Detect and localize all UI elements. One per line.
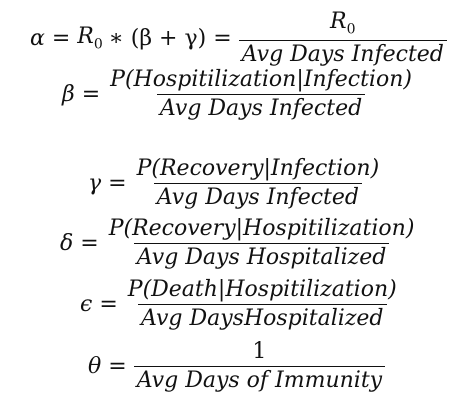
delta-denominator: Avg Days Hospitalized <box>133 243 390 270</box>
equals-sign: = <box>99 292 118 318</box>
equals-sign: = <box>80 231 99 257</box>
gamma-symbol: γ <box>88 171 102 197</box>
equals-sign: = <box>108 171 127 197</box>
equation-gamma: γ = P(Recovery|Infection) Avg Days Infec… <box>88 156 383 210</box>
equation-beta: β = P(Hospitilization|Infection) Avg Day… <box>62 67 415 121</box>
theta-denominator: Avg Days of Immunity <box>133 366 386 393</box>
alpha-expression-rest: ∗ (β + γ) <box>108 25 207 51</box>
equals-sign: = <box>108 354 127 380</box>
gamma-denominator: Avg Days Infected <box>153 183 362 210</box>
epsilon-numerator: P(Death|Hospitilization) <box>127 277 397 302</box>
equals-sign: = <box>51 25 71 51</box>
r-symbol: R <box>330 9 347 34</box>
delta-symbol: δ <box>60 231 74 257</box>
epsilon-symbol: ϵ <box>80 292 93 318</box>
epsilon-fraction: P(Death|Hospitilization) Avg DaysHospita… <box>125 277 400 331</box>
epsilon-denominator: Avg DaysHospitalized <box>137 304 387 331</box>
equals-sign: = <box>213 25 232 51</box>
beta-symbol: β <box>62 82 75 108</box>
equation-epsilon: ϵ = P(Death|Hospitilization) Avg DaysHos… <box>80 277 400 331</box>
alpha-denominator: Avg Days Infected <box>238 39 447 67</box>
equation-theta: θ = 1 Avg Days of Immunity <box>88 339 386 393</box>
gamma-fraction: P(Recovery|Infection) Avg Days Infected <box>134 156 383 210</box>
beta-numerator: P(Hospitilization|Infection) <box>110 67 412 92</box>
r-subscript: 0 <box>346 21 356 38</box>
equation-delta: δ = P(Recovery|Hospitilization) Avg Days… <box>60 216 418 270</box>
equals-sign: = <box>81 82 101 108</box>
gamma-numerator: P(Recovery|Infection) <box>136 156 380 181</box>
r0-term: R0 <box>77 24 103 52</box>
delta-fraction: P(Recovery|Hospitilization) Avg Days Hos… <box>106 216 418 270</box>
theta-symbol: θ <box>88 354 102 380</box>
alpha-symbol: α <box>30 25 45 51</box>
beta-fraction: P(Hospitilization|Infection) Avg Days In… <box>107 67 415 121</box>
alpha-fraction: R0 Avg Days Infected <box>238 9 447 67</box>
equation-alpha: α = R0 ∗ (β + γ) = R0 Avg Days Infected <box>30 9 447 67</box>
r-subscript: 0 <box>93 36 103 53</box>
r-symbol: R <box>77 24 94 50</box>
beta-denominator: Avg Days Infected <box>156 94 366 121</box>
alpha-numerator: R0 <box>327 9 359 40</box>
theta-numerator: 1 <box>252 339 267 364</box>
theta-fraction: 1 Avg Days of Immunity <box>133 339 386 393</box>
delta-numerator: P(Recovery|Hospitilization) <box>108 216 415 241</box>
